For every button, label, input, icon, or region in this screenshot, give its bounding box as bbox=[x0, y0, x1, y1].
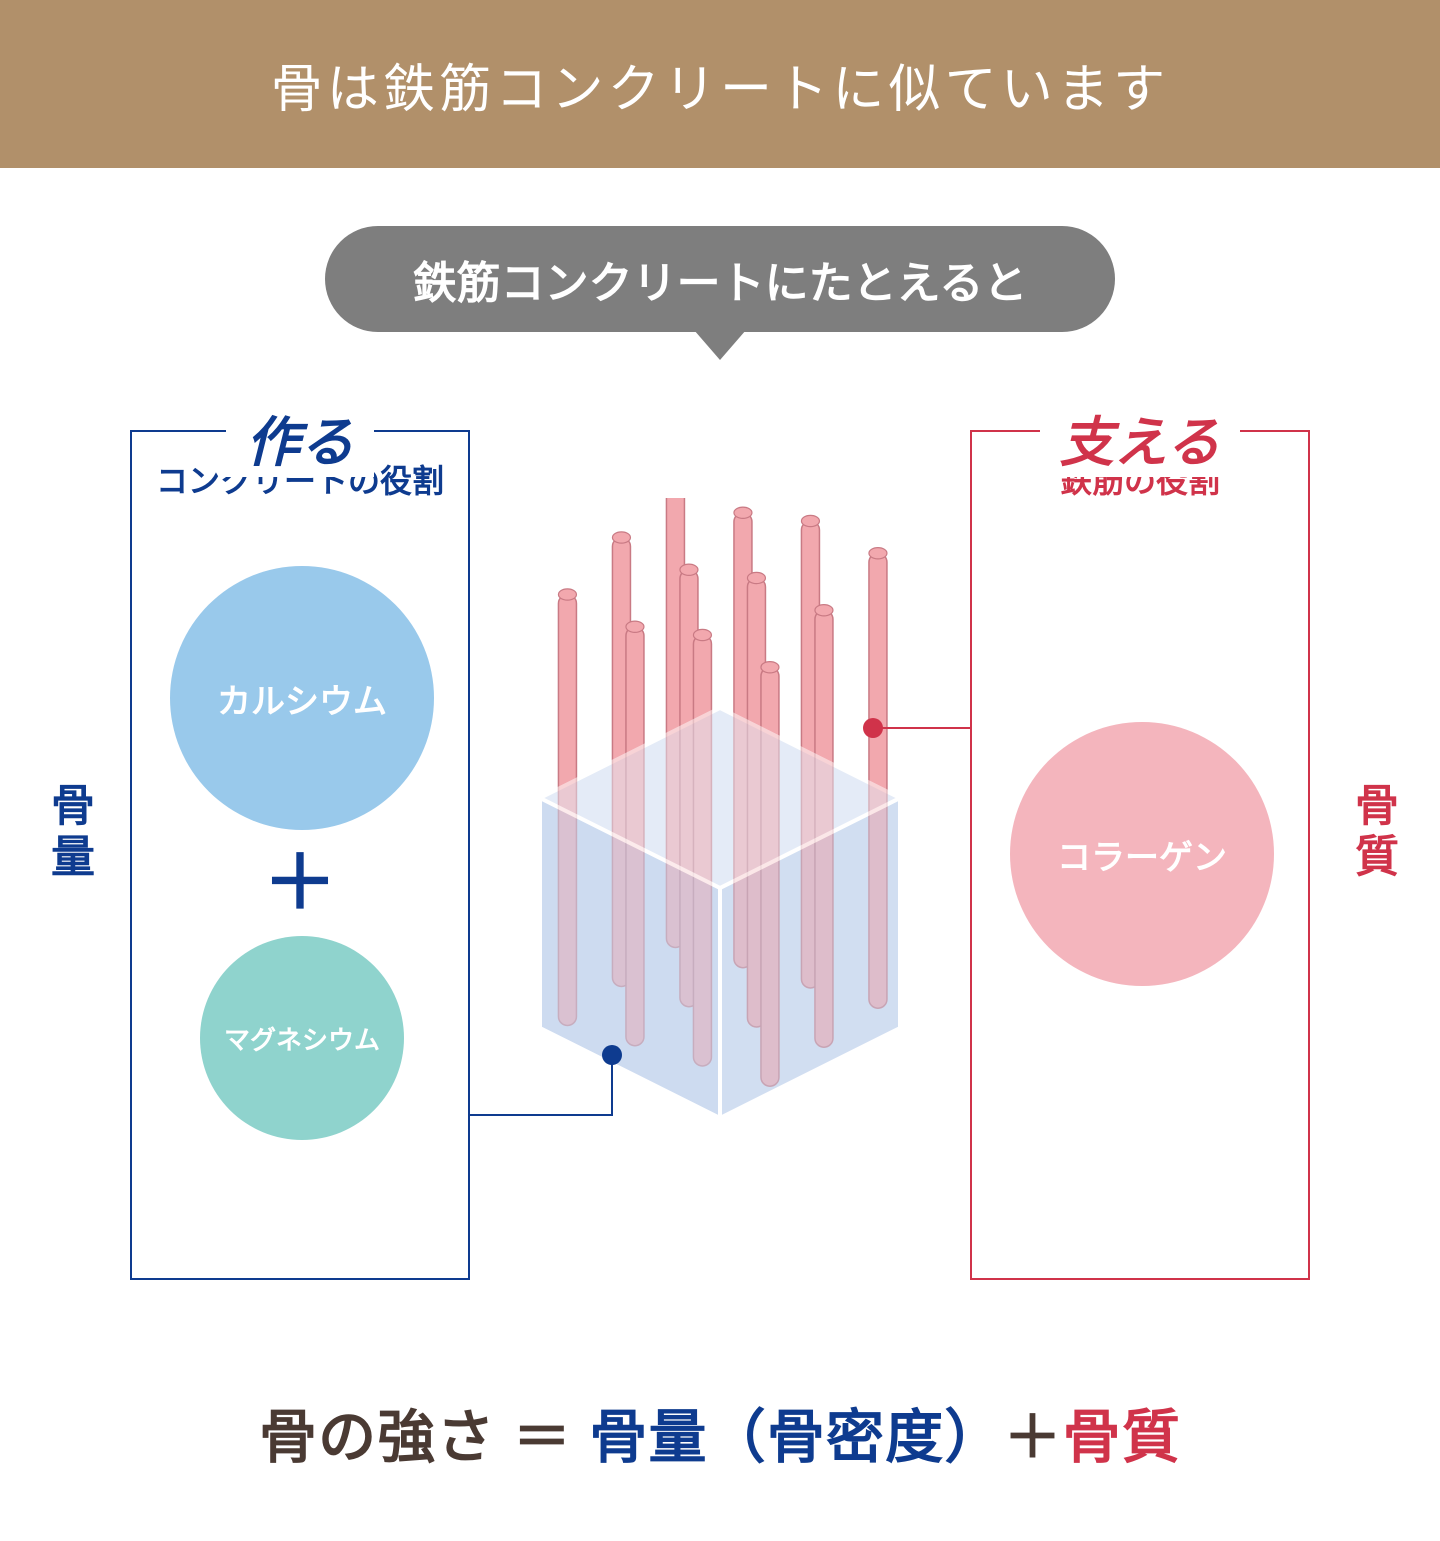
header-text: 骨は鉄筋コンクリートに似ています bbox=[271, 47, 1170, 122]
circle-calcium: カルシウム bbox=[170, 566, 434, 830]
header-band: 骨は鉄筋コンクリートに似ています bbox=[0, 0, 1440, 168]
left-box-title-wrap: 作る bbox=[132, 398, 468, 477]
plus-icon: ＋ bbox=[132, 846, 468, 920]
eq-part-2: ＋ bbox=[1003, 1405, 1062, 1470]
right-box-title: 支える bbox=[1040, 398, 1240, 477]
right-box: 支える 鉄筋の役割 コラーゲン bbox=[970, 430, 1310, 1280]
eq-part-3: 骨質 bbox=[1063, 1405, 1181, 1470]
cube-diagram bbox=[495, 498, 945, 1118]
callout-pill: 鉄筋コンクリートにたとえると bbox=[325, 226, 1115, 332]
side-label-right: 骨質 bbox=[1340, 782, 1404, 883]
left-box: 作る コンクリートの役割 カルシウム ＋ マグネシウム bbox=[130, 430, 470, 1280]
eq-part-1: 骨量（骨密度） bbox=[589, 1405, 1003, 1470]
eq-part-0: 骨の強さ ＝ bbox=[259, 1405, 589, 1470]
circle-magnesium: マグネシウム bbox=[200, 936, 404, 1140]
circle-collagen: コラーゲン bbox=[1010, 722, 1274, 986]
right-box-title-wrap: 支える bbox=[972, 398, 1308, 477]
callout-text: 鉄筋コンクリートにたとえると bbox=[413, 247, 1028, 311]
left-box-title: 作る bbox=[226, 398, 374, 477]
side-label-left: 骨量 bbox=[36, 782, 100, 883]
equation: 骨の強さ ＝ 骨量（骨密度）＋骨質 bbox=[0, 1390, 1440, 1474]
cube-svg bbox=[495, 498, 945, 1118]
